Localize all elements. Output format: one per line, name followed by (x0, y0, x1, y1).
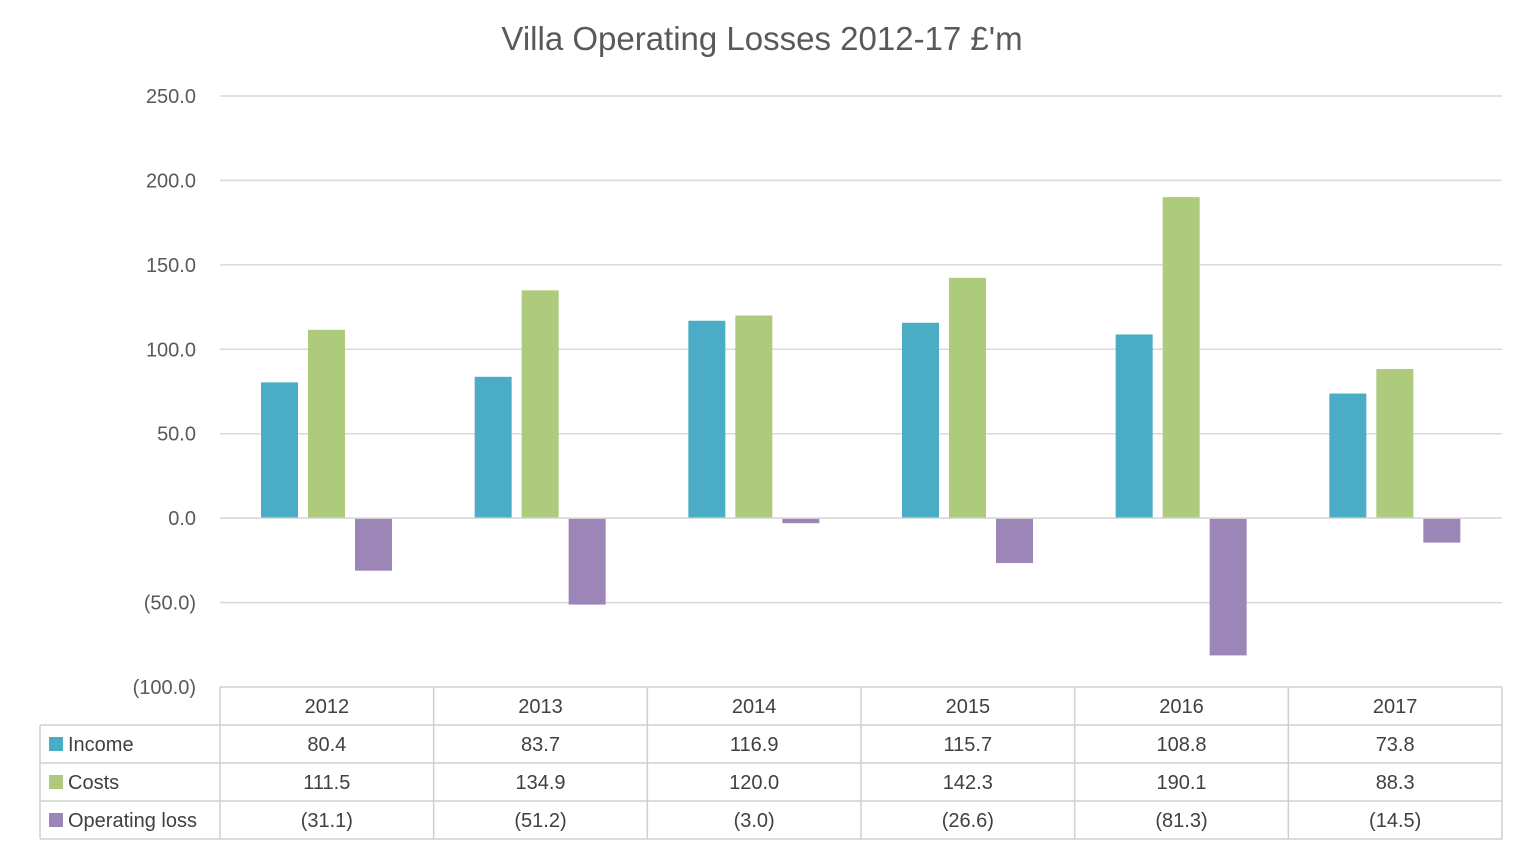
bar-operating-loss (355, 518, 392, 571)
table-cell-value: 142.3 (943, 772, 993, 794)
table-cell-value: 108.8 (1156, 734, 1206, 756)
bar-income (902, 322, 939, 519)
table-cell-value: (14.5) (1369, 810, 1421, 832)
category-label: 2017 (1373, 696, 1418, 718)
bar-costs (1162, 197, 1200, 519)
y-tick-label: 200.0 (146, 170, 196, 192)
bar-costs (735, 315, 773, 519)
y-axis-ticks: 250.0 200.0 150.0 100.0 50.0 0.0 (50.0) (100.0) (133, 86, 196, 699)
table-cell-value: 115.7 (944, 734, 993, 756)
y-tick-label: 100.0 (146, 339, 196, 361)
bar-income (1329, 393, 1367, 519)
table-cell-value: 88.3 (1376, 772, 1415, 794)
y-tick-label: 250.0 (146, 86, 196, 108)
bar-operating-loss (568, 518, 606, 605)
legend-label: Income (68, 734, 134, 756)
bar-operating-loss (1423, 518, 1461, 543)
legend-swatch (49, 775, 63, 789)
table-cell-value: 83.7 (521, 734, 560, 756)
table-cell-value: 134.9 (515, 772, 565, 794)
grid-layer (220, 95, 1502, 604)
bar-operating-loss (996, 518, 1033, 564)
table-cell-value: 80.4 (307, 734, 346, 756)
y-tick-label: 0.0 (168, 508, 196, 530)
table-cell-value: 190.1 (1156, 772, 1206, 794)
bar-costs (1376, 369, 1414, 519)
legend-swatch (49, 813, 63, 827)
legend-label: Costs (68, 772, 119, 794)
bar-income (261, 382, 298, 519)
table-cell-value: 111.5 (303, 772, 350, 794)
bar-operating-loss (1209, 518, 1247, 656)
category-label: 2015 (946, 696, 991, 718)
y-tick-label: (50.0) (144, 593, 196, 615)
bar-income (688, 320, 726, 519)
legend-swatch (49, 737, 63, 751)
bar-layer (220, 197, 1502, 656)
category-label: 2016 (1159, 696, 1204, 718)
chart-title: Villa Operating Losses 2012-17 £'m (501, 20, 1023, 57)
bar-operating-loss (782, 518, 820, 524)
legend-label: Operating loss (68, 810, 197, 832)
table-cell-value: 73.8 (1376, 734, 1415, 756)
bar-income (1115, 334, 1153, 519)
data-table: 2012 2013 2014 2015 2016 2017 Income 80.4 83.7 11… (39, 686, 1503, 840)
y-tick-label: (100.0) (133, 677, 196, 699)
y-tick-label: 50.0 (157, 424, 196, 446)
category-label: 2013 (518, 696, 563, 718)
table-cell-value: (26.6) (942, 810, 994, 832)
category-label: 2014 (732, 696, 777, 718)
table-cell-value: 120.0 (729, 772, 779, 794)
category-label: 2012 (305, 696, 350, 718)
table-cell-value: (3.0) (734, 810, 775, 832)
bar-costs (949, 277, 986, 519)
bar-costs (308, 329, 345, 519)
table-cell-value: 116.9 (730, 734, 779, 756)
y-tick-label: 150.0 (146, 255, 196, 277)
bar-income (474, 376, 512, 519)
bar-costs (521, 290, 559, 519)
table-cell-value: (51.2) (514, 810, 566, 832)
table-cell-value: (81.3) (1155, 810, 1207, 832)
table-cell-value: (31.1) (301, 810, 353, 832)
